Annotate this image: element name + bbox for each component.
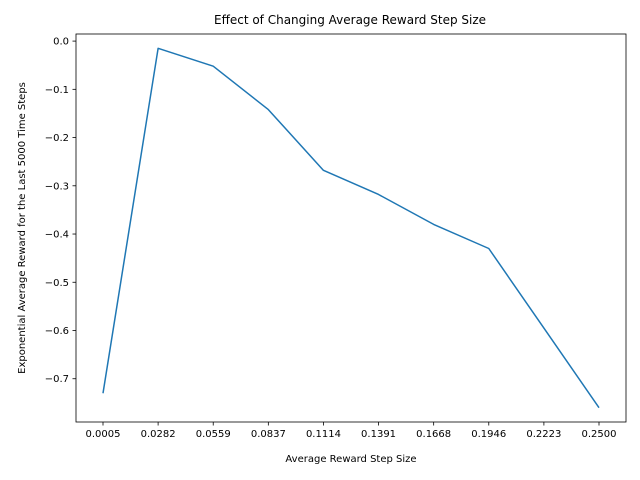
x-tick-label: 0.1668 [416,429,451,440]
x-tick-label: 0.2500 [582,429,617,440]
y-tick-label: −0.6 [45,326,69,337]
x-tick-label: 0.0005 [86,429,121,440]
x-tick-label: 0.0837 [251,429,286,440]
x-tick-label: 0.2223 [526,429,561,440]
y-tick-label: −0.5 [45,278,69,289]
x-tick-label: 0.1946 [471,429,506,440]
x-axis-label: Average Reward Step Size [285,454,416,465]
series-line [102,47,600,409]
chart-title: Effect of Changing Average Reward Step S… [214,13,486,27]
y-axis-label: Exponential Average Reward for the Last … [17,82,28,374]
plot-frame [75,33,627,423]
y-tick-label: −0.7 [45,374,69,385]
plot-area [75,33,627,423]
x-tick-label: 0.1391 [361,429,396,440]
y-tick-label: −0.3 [45,181,69,192]
y-tick-label: −0.2 [45,133,69,144]
x-axis: 0.0005 0.0282 0.0559 0.0837 0.1114 0.1391 0.16… [86,422,617,440]
x-tick-label: 0.0559 [196,429,231,440]
y-tick-label: 0.0 [53,37,69,48]
x-tick-label: 0.0282 [141,429,176,440]
x-tick-label: 0.1114 [306,429,341,440]
y-tick-label: −0.4 [45,230,69,241]
y-tick-label: −0.1 [45,85,69,96]
y-axis: 0.0 −0.1 −0.2 −0.3 −0.4 −0.5 −0.6 −0.7 [45,37,76,385]
